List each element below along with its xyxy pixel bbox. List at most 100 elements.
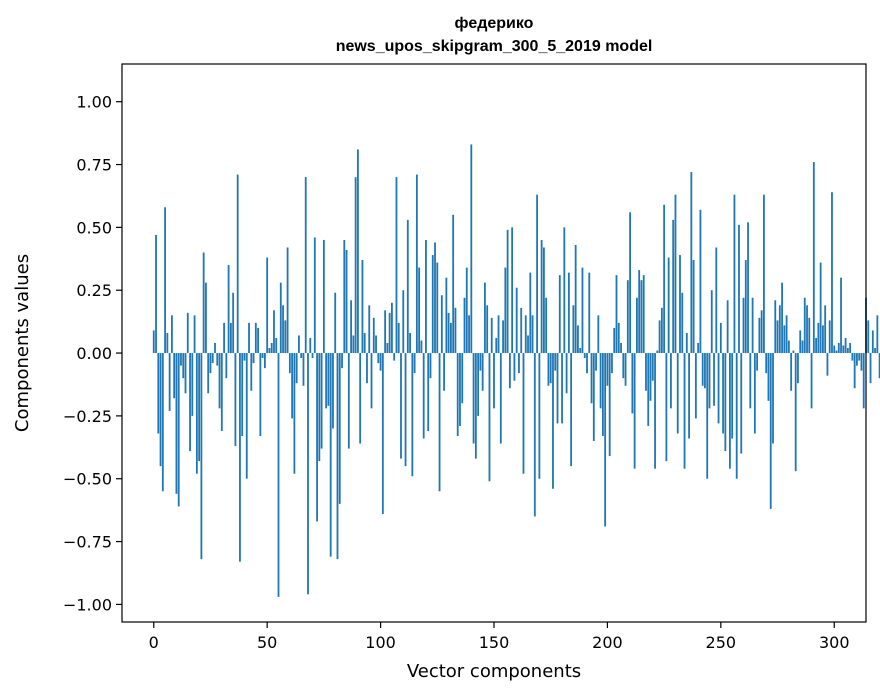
x-tick-label: 50 <box>257 633 277 652</box>
bar-component-239 <box>694 353 697 419</box>
bar-component-289 <box>808 317 811 354</box>
bar-component-153 <box>499 353 502 444</box>
bar-component-131 <box>450 322 452 354</box>
bar-component-97 <box>372 317 375 354</box>
bar-component-313 <box>862 353 865 409</box>
bar-component-106 <box>393 353 396 361</box>
y-tick-label: 0.00 <box>76 344 112 363</box>
bar-component-177 <box>554 353 557 371</box>
bar-component-232 <box>679 255 681 354</box>
bar-component-144 <box>479 353 482 371</box>
bar-component-35 <box>232 292 235 354</box>
bar-component-246 <box>710 290 713 354</box>
bar-component-7 <box>168 353 171 411</box>
bar-component-117 <box>418 267 421 354</box>
bar-component-89 <box>354 177 357 354</box>
bar-component-104 <box>388 312 391 354</box>
bar-component-12 <box>180 353 182 366</box>
bar-component-165 <box>527 335 529 354</box>
bar-component-252 <box>724 353 727 452</box>
bar-component-66 <box>302 353 305 386</box>
bar-component-261 <box>744 260 747 354</box>
bar-component-25 <box>209 353 212 374</box>
bar-component-136 <box>461 353 464 404</box>
bar-component-82 <box>338 353 341 504</box>
bar-component-308 <box>851 353 854 361</box>
bar-component-189 <box>581 267 584 354</box>
bar-component-55 <box>277 353 280 597</box>
bar-component-234 <box>683 353 686 469</box>
bar-component-264 <box>751 297 754 354</box>
x-axis-ticks: 0 50 100 150 200 250 300 <box>149 622 850 652</box>
bar-component-17 <box>191 353 194 416</box>
bar-component-297 <box>826 353 829 376</box>
bar-component-141 <box>472 353 475 444</box>
bar-component-5 <box>164 207 166 354</box>
bar-component-138 <box>465 267 468 354</box>
bar-component-94 <box>366 353 368 384</box>
bar-component-237 <box>690 172 693 354</box>
bar-component-157 <box>508 353 511 389</box>
bar-component-290 <box>810 353 813 409</box>
bar-component-122 <box>429 353 432 379</box>
bar-component-132 <box>452 214 455 354</box>
bar-component-147 <box>486 305 489 354</box>
bar-component-18 <box>193 315 196 354</box>
bar-component-204 <box>615 275 618 354</box>
bar-component-62 <box>293 353 296 474</box>
bar-component-184 <box>570 353 573 467</box>
bar-component-80 <box>334 292 337 354</box>
bar-component-218 <box>647 353 650 426</box>
bar-component-254 <box>729 353 731 469</box>
bar-component-219 <box>649 353 652 401</box>
bar-component-23 <box>205 282 207 354</box>
bar-component-233 <box>681 292 684 354</box>
bar-component-83 <box>341 353 343 369</box>
bar-component-228 <box>670 353 672 409</box>
bar-component-22 <box>202 252 205 354</box>
bar-component-243 <box>704 353 706 389</box>
y-axis-label: Components values <box>12 254 33 432</box>
bar-component-277 <box>781 282 783 354</box>
bar-component-179 <box>558 275 561 354</box>
bar-component-205 <box>617 322 620 354</box>
bar-component-256 <box>733 194 736 354</box>
bar-component-14 <box>184 353 187 394</box>
x-tick-label: 300 <box>819 633 850 652</box>
bar-component-309 <box>853 353 856 389</box>
bar-component-307 <box>849 343 852 354</box>
bar-component-85 <box>345 250 348 354</box>
bar-component-267 <box>758 317 761 354</box>
bar-component-276 <box>778 305 781 354</box>
chart-title-line-1: федерико <box>455 15 534 32</box>
bar-component-222 <box>656 350 659 354</box>
bar-component-56 <box>279 282 282 354</box>
bar-component-223 <box>658 320 661 354</box>
bar-component-148 <box>488 353 491 482</box>
bar-component-199 <box>604 353 607 527</box>
bar-component-142 <box>474 353 477 459</box>
bar-component-159 <box>513 353 516 381</box>
bar-component-210 <box>629 212 631 354</box>
bar-component-107 <box>395 177 398 354</box>
bar-component-162 <box>520 307 523 354</box>
bar-component-287 <box>803 297 806 354</box>
bar-component-235 <box>685 332 688 354</box>
bar-component-41 <box>245 353 248 479</box>
bar-component-316 <box>869 353 872 384</box>
bar-component-296 <box>824 305 827 354</box>
bar-component-220 <box>651 353 654 381</box>
bar-component-226 <box>665 353 668 462</box>
bar-component-29 <box>218 353 221 409</box>
bar-component-207 <box>622 353 625 379</box>
bar-component-193 <box>590 353 593 404</box>
bar-component-241 <box>699 209 702 354</box>
bar-component-171 <box>540 239 543 354</box>
bar-component-238 <box>692 260 695 354</box>
bar-component-152 <box>497 315 500 354</box>
bar-component-121 <box>427 353 430 431</box>
bar-component-294 <box>819 262 822 354</box>
bar-component-273 <box>772 353 774 444</box>
bar-component-170 <box>538 353 541 479</box>
bar-component-99 <box>377 353 380 364</box>
